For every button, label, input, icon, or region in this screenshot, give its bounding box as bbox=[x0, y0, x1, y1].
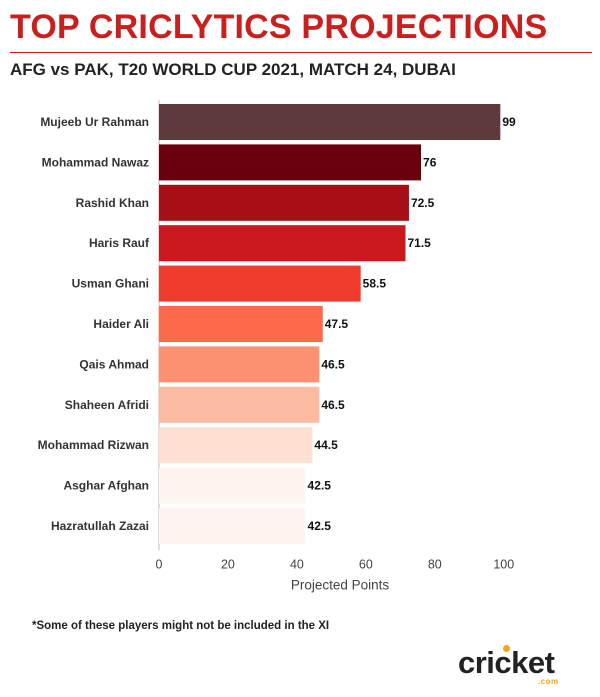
logo-dot-icon bbox=[503, 645, 510, 652]
footnote: *Some of these players might not be incl… bbox=[32, 620, 330, 632]
x-axis-label: Projected Points bbox=[291, 577, 390, 592]
data-label: 47.5 bbox=[325, 317, 349, 331]
x-tick-label: 60 bbox=[359, 557, 373, 571]
cricket-com-logo: cricket .com bbox=[458, 645, 576, 689]
x-tick-label: 100 bbox=[493, 557, 514, 571]
bar-7 bbox=[159, 346, 320, 383]
bar-4 bbox=[159, 225, 406, 262]
x-tick-label: 20 bbox=[221, 557, 235, 571]
bar-11 bbox=[159, 508, 306, 544]
page-subtitle: AFG vs PAK, T20 WORLD CUP 2021, MATCH 24… bbox=[10, 60, 456, 79]
category-label: Rashid Khan bbox=[76, 196, 149, 210]
bar-8 bbox=[159, 386, 320, 423]
data-label: 72.5 bbox=[411, 196, 435, 210]
data-label: 44.5 bbox=[314, 438, 338, 452]
bar-6 bbox=[159, 306, 323, 342]
bar-2 bbox=[159, 144, 422, 181]
category-label: Qais Ahmad bbox=[79, 357, 149, 371]
data-label: 71.5 bbox=[408, 236, 432, 250]
category-label: Shaheen Afridi bbox=[65, 398, 149, 412]
bar-9 bbox=[159, 427, 313, 464]
x-tick-label: 80 bbox=[428, 557, 442, 571]
page-title: TOP CRICLYTICS PROJECTIONS bbox=[10, 8, 548, 46]
category-label: Mohammad Nawaz bbox=[42, 155, 149, 169]
data-label: 99 bbox=[502, 115, 516, 129]
category-label: Usman Ghani bbox=[72, 277, 149, 291]
bar-3 bbox=[159, 184, 409, 221]
data-label: 42.5 bbox=[308, 519, 332, 533]
category-label: Hazratullah Zazai bbox=[51, 519, 149, 533]
data-label: 58.5 bbox=[363, 277, 387, 291]
x-tick-label: 0 bbox=[156, 557, 163, 571]
category-label: Haider Ali bbox=[93, 317, 149, 331]
logo-suffix: .com bbox=[538, 677, 559, 686]
category-label: Haris Rauf bbox=[89, 236, 150, 250]
bar-1 bbox=[159, 104, 501, 140]
data-label: 46.5 bbox=[321, 398, 345, 412]
x-tick-label: 40 bbox=[290, 557, 304, 571]
category-label: Asghar Afghan bbox=[63, 479, 149, 493]
data-label: 42.5 bbox=[308, 479, 332, 493]
category-label: Mujeeb Ur Rahman bbox=[40, 115, 149, 129]
data-label: 46.5 bbox=[321, 357, 345, 371]
bar-5 bbox=[159, 265, 361, 302]
data-label: 76 bbox=[423, 155, 437, 169]
bar-chart: Mujeeb Ur Rahman 99 Mohammad Nawaz 76 Rashid… bbox=[38, 100, 516, 592]
title-divider bbox=[10, 52, 592, 53]
category-label: Mohammad Rizwan bbox=[38, 438, 149, 452]
bar-10 bbox=[159, 467, 306, 504]
